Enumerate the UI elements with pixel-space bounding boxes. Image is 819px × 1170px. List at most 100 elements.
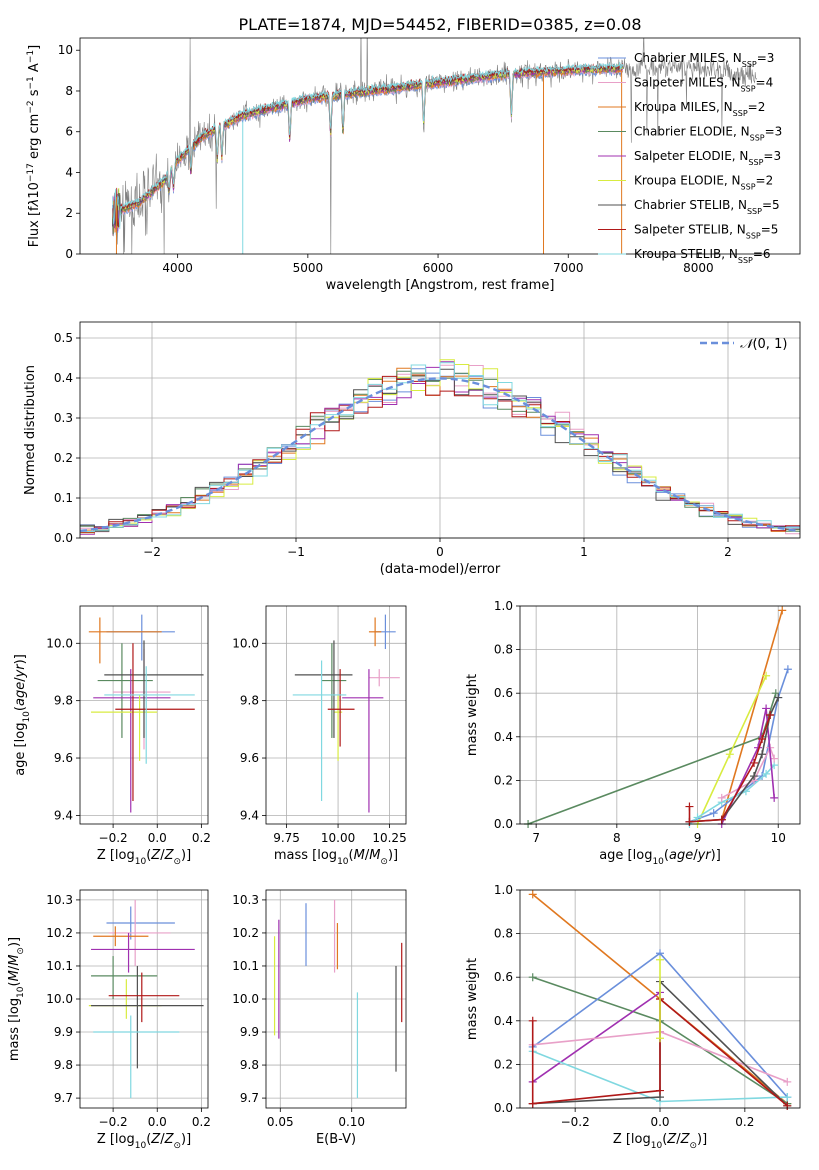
mass_vs_age-ytick-label: 9.6 bbox=[240, 751, 259, 765]
z_vs_mass-ytick-label: 9.7 bbox=[54, 1091, 73, 1105]
mass_vs_age-xtick-label: 10.25 bbox=[372, 831, 406, 845]
age_vs_weight-point-marker bbox=[685, 817, 694, 826]
z_vs_weight-point-marker bbox=[783, 1093, 792, 1102]
spectrum-ytick-label: 10 bbox=[58, 43, 73, 57]
ebv_vs_mass-ytick-label: 10.2 bbox=[232, 926, 259, 940]
z_vs_weight-plot bbox=[528, 890, 792, 1110]
z_vs_weight-point-marker bbox=[656, 955, 664, 964]
legend-label: Kroupa STELIB, NSSP=6 bbox=[634, 247, 771, 265]
residual-histogram bbox=[80, 362, 800, 535]
age_vs_weight-point-marker bbox=[709, 809, 718, 818]
spectrum-ytick-label: 8 bbox=[65, 84, 73, 98]
legend-label: Salpeter MILES, NSSP=4 bbox=[634, 76, 773, 94]
residuals-frame bbox=[79, 321, 801, 539]
z_vs_weight-xtick-label: −0.2 bbox=[561, 1115, 590, 1129]
mass_vs_age-ytick-label: 10.0 bbox=[232, 636, 259, 650]
spectrum-frame bbox=[79, 37, 801, 255]
z_vs_age-ytick-label: 10.0 bbox=[46, 636, 73, 650]
z_vs_weight-panel: −0.2 0.0 0.2 0.0 0.2 0.4 0.6 0.8 1.0 Z [log10(Z/Z… bbox=[465, 883, 801, 1151]
z_vs_age-ylabel: age [log10(age/yr)] bbox=[13, 654, 32, 776]
age_vs_weight-ytick-label: 0.2 bbox=[494, 773, 513, 787]
age_vs_weight-ytick-label: 0.6 bbox=[494, 686, 513, 700]
spectrum-xtick-label: 8000 bbox=[683, 261, 714, 275]
ebv_vs_mass-grid bbox=[266, 890, 406, 1108]
z_vs_weight-series-line bbox=[532, 990, 661, 1083]
residuals-xtick-label: 0 bbox=[436, 545, 444, 559]
spectrum-model-line bbox=[112, 61, 624, 230]
age_vs_weight-point-marker bbox=[750, 758, 759, 767]
ebv_vs_mass-ytick-label: 9.9 bbox=[240, 1025, 259, 1039]
age_vs_weight-series-line bbox=[720, 610, 783, 820]
age_vs_weight-ytick-label: 0.4 bbox=[494, 730, 513, 744]
legend-label: Chabrier MILES, NSSP=3 bbox=[634, 51, 774, 69]
z_vs_mass-ytick-label: 10.3 bbox=[46, 893, 73, 907]
spectrum-ytick-label: 0 bbox=[65, 247, 73, 261]
age_vs_weight-point-marker bbox=[758, 750, 767, 759]
z_vs_weight-point-marker bbox=[656, 1034, 664, 1043]
age_vs_weight-point-marker bbox=[770, 793, 779, 802]
spectrum-plot bbox=[112, 38, 758, 254]
spectrum-xtick-label: 7000 bbox=[553, 261, 584, 275]
z_vs_weight-point-marker bbox=[528, 973, 537, 982]
age_vs_weight-point-marker bbox=[774, 693, 783, 702]
age_vs_weight-ylabel: mass weight bbox=[465, 674, 480, 756]
z_vs_weight-point-marker bbox=[783, 1101, 792, 1110]
residuals-ytick-label: 0.0 bbox=[54, 531, 73, 545]
z_vs_weight-ylabel: mass weight bbox=[465, 958, 480, 1040]
z_vs_age-grid bbox=[80, 606, 208, 824]
mass_vs_age-frame bbox=[265, 605, 407, 825]
mass_vs_age-ytick-label: 9.4 bbox=[240, 808, 259, 822]
residuals-panel: −2 −1 0 1 2 0.0 0.1 0.2 0.3 0.4 0.5 (data-model)/er… bbox=[23, 321, 801, 577]
z_vs_weight-point-marker bbox=[783, 1077, 792, 1086]
mass_vs_age-xtick-label: 9.75 bbox=[273, 831, 300, 845]
residuals-xtick-label: −2 bbox=[143, 545, 161, 559]
age_vs_weight-ytick-label: 0.0 bbox=[494, 817, 513, 831]
residuals-ytick-label: 0.3 bbox=[54, 411, 73, 425]
age_vs_weight-xtick-label: 7 bbox=[532, 831, 540, 845]
z_vs_age-frame bbox=[79, 605, 209, 825]
residuals-ytick-label: 0.5 bbox=[54, 331, 73, 345]
spectrum-xtick-label: 6000 bbox=[423, 261, 454, 275]
z_vs_weight-xlabel: Z [log10(Z/Z⊙)] bbox=[613, 1132, 707, 1151]
spectrum-ytick-label: 2 bbox=[65, 206, 73, 220]
z_vs_mass-ytick-label: 9.9 bbox=[54, 1025, 73, 1039]
ebv_vs_mass-frame bbox=[265, 889, 407, 1109]
age_vs_weight-point-marker bbox=[717, 793, 726, 802]
z_vs_age-panel: −0.2 0.0 0.2 9.4 9.6 9.8 10.0 Z [log10(Z/Z⊙)] ag… bbox=[13, 605, 211, 867]
z_vs_mass-ytick-label: 10.0 bbox=[46, 992, 73, 1006]
z_vs_age-ytick-label: 9.6 bbox=[54, 751, 73, 765]
z_vs_mass-ylabel: mass [log10(M/M⊙)] bbox=[7, 937, 26, 1061]
z_vs_mass-frame bbox=[79, 889, 209, 1109]
age_vs_weight-point-marker bbox=[693, 813, 702, 822]
normal-reference-curve bbox=[80, 377, 798, 533]
z_vs_age-xtick-label: −0.2 bbox=[99, 831, 128, 845]
age_vs_weight-xtick-label: 10 bbox=[771, 831, 786, 845]
legend-label: Kroupa ELODIE, NSSP=2 bbox=[634, 174, 773, 192]
age_vs_weight-series-line bbox=[688, 714, 771, 823]
z_vs_mass-xlabel: Z [log10(Z/Z⊙)] bbox=[97, 1132, 191, 1151]
residuals-xtick-label: −1 bbox=[287, 545, 305, 559]
z_vs_weight-point-marker bbox=[528, 1099, 537, 1108]
z_vs_weight-xtick-label: 0.0 bbox=[650, 1115, 669, 1129]
ebv_vs_mass-xlabel: E(B-V) bbox=[316, 1132, 356, 1147]
age_vs_weight-point-marker bbox=[762, 671, 771, 680]
ebv_vs_mass-ytick-label: 10.3 bbox=[232, 893, 259, 907]
legend-label: Kroupa MILES, NSSP=2 bbox=[634, 100, 765, 118]
spectrum-ytick-label: 4 bbox=[65, 165, 73, 179]
ebv_vs_mass-ytick-label: 9.7 bbox=[240, 1091, 259, 1105]
residuals-ytick-label: 0.2 bbox=[54, 451, 73, 465]
mass_vs_age-xlabel: mass [log10(M/M⊙)] bbox=[274, 848, 398, 867]
age_vs_weight-plot bbox=[524, 606, 792, 828]
z_vs_weight-ytick-label: 0.4 bbox=[494, 1014, 513, 1028]
age_vs_weight-point-marker bbox=[762, 769, 771, 778]
z_vs_age-ytick-label: 9.8 bbox=[54, 694, 73, 708]
spectrum-xtick-label: 5000 bbox=[293, 261, 324, 275]
age_vs_weight-xlabel: age [log10(age/yr)] bbox=[599, 848, 721, 867]
age_vs_weight-series-line bbox=[720, 708, 775, 825]
ebv_vs_mass-ytick-label: 9.8 bbox=[240, 1058, 259, 1072]
figure-title: PLATE=1874, MJD=54452, FIBERID=0385, z=0… bbox=[238, 15, 641, 34]
age_vs_weight-xtick-label: 8 bbox=[613, 831, 621, 845]
ebv_vs_mass-ytick-label: 10.1 bbox=[232, 959, 259, 973]
age_vs_weight-point-marker bbox=[725, 750, 734, 759]
